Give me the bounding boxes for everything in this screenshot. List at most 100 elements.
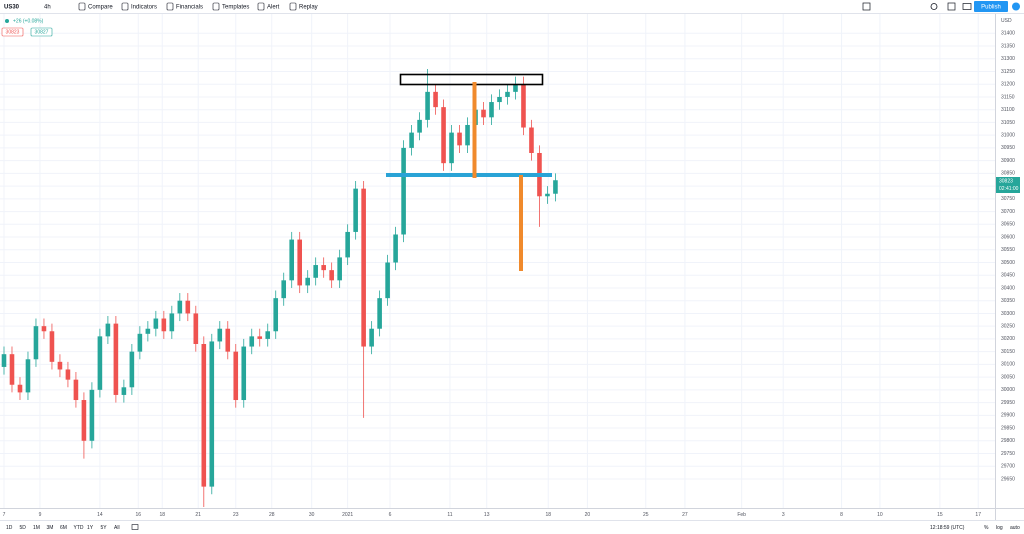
- fullscreen-icon[interactable]: [947, 2, 956, 11]
- candle-body: [505, 91, 510, 97]
- candle-body: [169, 313, 175, 332]
- candle-body: [153, 318, 159, 329]
- candle-body: [241, 346, 247, 401]
- settings-icon[interactable]: [930, 3, 938, 10]
- candle-body: [57, 361, 63, 370]
- range-button[interactable]: 1Y: [87, 525, 94, 531]
- toolbar-button[interactable]: Indicators: [131, 4, 157, 10]
- x-tick-label: 30: [309, 512, 315, 518]
- x-tick-label: 27: [682, 512, 688, 518]
- range-button[interactable]: 1M: [33, 525, 40, 531]
- fullscreen-button[interactable]: [1012, 2, 1020, 11]
- candle-body: [9, 354, 15, 385]
- candle-body: [553, 180, 558, 194]
- candle-body: [457, 132, 462, 146]
- candle-body: [545, 193, 550, 197]
- x-tick-label: 28: [269, 512, 275, 518]
- toolbar-icon[interactable]: [289, 2, 297, 11]
- candle-body: [425, 91, 430, 120]
- legend-change: +26 (+0.08%): [13, 19, 44, 25]
- currency: USD: [1001, 18, 1012, 24]
- toolbar-button[interactable]: Replay: [299, 4, 318, 10]
- range-button[interactable]: 5Y: [101, 525, 108, 531]
- y-tick-label: 30600: [1001, 234, 1015, 240]
- layout-icon[interactable]: [862, 2, 871, 11]
- candle-body: [353, 188, 358, 232]
- ask-box[interactable]: [30, 27, 53, 37]
- candle-body: [529, 127, 534, 153]
- x-tick-label: 9: [39, 512, 42, 518]
- candle-body: [137, 333, 143, 352]
- candle-body: [89, 389, 95, 441]
- symbol[interactable]: US30: [4, 4, 20, 10]
- y-tick-label: 31000: [1001, 132, 1015, 138]
- y-tick-label: 31250: [1001, 69, 1015, 75]
- toolbar-icon[interactable]: [212, 2, 220, 11]
- goto-icon[interactable]: [131, 524, 139, 530]
- y-tick-label: 31400: [1001, 31, 1015, 37]
- candle-body: [369, 328, 374, 347]
- publish-label[interactable]: Publish: [981, 4, 1001, 10]
- interval[interactable]: 4h: [44, 4, 51, 10]
- range-button[interactable]: 6M: [60, 525, 67, 531]
- candle-body: [433, 91, 438, 108]
- toolbar-icon[interactable]: [166, 2, 174, 11]
- ui: US30 4h Compare Indicators Financials Templat…: [3, 2, 1020, 531]
- scale-option[interactable]: auto: [1010, 525, 1020, 531]
- y-tick-label: 29850: [1001, 425, 1015, 431]
- candle-body: [1, 354, 7, 367]
- ask: 30827: [35, 30, 49, 36]
- candle-body: [201, 344, 207, 487]
- y-tick-label: 31300: [1001, 56, 1015, 62]
- candle-body: [417, 119, 422, 133]
- range-button[interactable]: 1D: [6, 525, 13, 531]
- candle-body: [225, 328, 231, 352]
- resistance-box[interactable]: [399, 73, 544, 86]
- candle-body: [121, 387, 127, 395]
- candle-body: [17, 384, 23, 393]
- toolbar-button[interactable]: Alert: [267, 4, 280, 10]
- y-tick-label: 31200: [1001, 82, 1015, 88]
- x-tick-label: 17: [975, 512, 981, 518]
- y-tick-label: 29900: [1001, 413, 1015, 419]
- candle-body: [377, 298, 382, 329]
- candle-body: [521, 84, 526, 128]
- range-button[interactable]: YTD: [74, 525, 84, 531]
- candle-body: [113, 323, 119, 395]
- y-tick-label: 30150: [1001, 349, 1015, 355]
- candle-body: [361, 188, 366, 347]
- price-label: 30823: [999, 178, 1013, 184]
- candle-body: [305, 277, 310, 286]
- y-tick-label: 31050: [1001, 120, 1015, 126]
- toolbar-icon[interactable]: [78, 2, 86, 11]
- bid-box[interactable]: [1, 27, 24, 37]
- candle-body: [513, 84, 518, 92]
- toolbar-button[interactable]: Financials: [176, 4, 203, 10]
- x-tick-label: 21: [195, 512, 201, 518]
- y-tick-label: 31100: [1001, 107, 1015, 113]
- y-tick-label: 30700: [1001, 209, 1015, 215]
- toolbar-button[interactable]: Compare: [88, 4, 113, 10]
- scale-option[interactable]: log: [996, 525, 1003, 531]
- toolbar-icon[interactable]: [257, 2, 265, 11]
- candle-body: [257, 336, 263, 339]
- candle-body: [489, 102, 494, 118]
- top-toolbar: [0, 0, 1024, 13]
- scale-option[interactable]: %: [984, 525, 989, 531]
- publish-button[interactable]: [974, 1, 1008, 12]
- candle-body: [337, 257, 342, 281]
- candle-body: [129, 351, 135, 388]
- range-button[interactable]: 5D: [20, 525, 27, 531]
- range-button[interactable]: All: [114, 525, 120, 531]
- range-button[interactable]: 3M: [47, 525, 54, 531]
- candle-body: [345, 231, 350, 258]
- toolbar-icon[interactable]: [121, 2, 129, 11]
- toolbar-button[interactable]: Templates: [222, 4, 249, 10]
- candle-body: [385, 262, 390, 299]
- x-tick-label: Feb: [737, 512, 746, 518]
- x-tick-label: 8: [840, 512, 843, 518]
- candle-body: [177, 300, 183, 314]
- candle-body: [145, 328, 151, 334]
- snapshot-icon[interactable]: [962, 3, 972, 10]
- candle-body: [281, 280, 287, 299]
